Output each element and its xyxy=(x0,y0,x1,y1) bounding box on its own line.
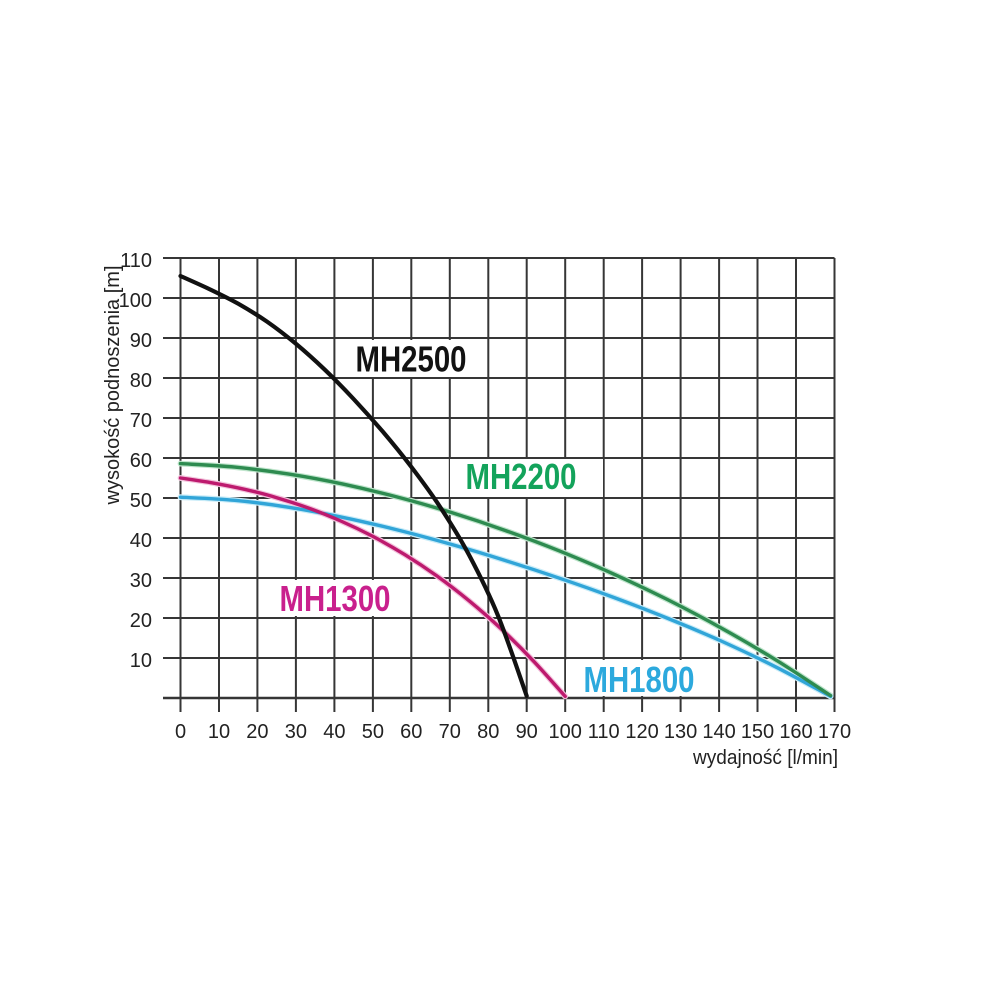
svg-text:60: 60 xyxy=(130,450,152,472)
svg-text:150: 150 xyxy=(741,721,774,743)
svg-text:MH1300: MH1300 xyxy=(280,578,391,619)
svg-text:110: 110 xyxy=(588,721,620,743)
svg-text:100: 100 xyxy=(119,290,152,312)
svg-text:140: 140 xyxy=(702,721,735,743)
svg-text:20: 20 xyxy=(130,610,152,632)
svg-text:MH2500: MH2500 xyxy=(356,339,467,380)
svg-text:100: 100 xyxy=(549,721,582,743)
svg-text:70: 70 xyxy=(130,410,152,432)
svg-text:80: 80 xyxy=(477,721,499,743)
svg-text:50: 50 xyxy=(130,490,152,512)
svg-text:40: 40 xyxy=(323,721,345,743)
svg-text:20: 20 xyxy=(246,721,268,743)
svg-text:80: 80 xyxy=(130,370,152,392)
svg-text:0: 0 xyxy=(175,721,186,743)
svg-text:130: 130 xyxy=(664,721,697,743)
svg-text:120: 120 xyxy=(625,721,658,743)
svg-text:MH2200: MH2200 xyxy=(466,456,577,497)
svg-text:10: 10 xyxy=(208,721,230,743)
svg-text:60: 60 xyxy=(400,721,422,743)
svg-text:wydajność [l/min]: wydajność [l/min] xyxy=(692,747,838,769)
svg-text:90: 90 xyxy=(516,721,538,743)
svg-text:30: 30 xyxy=(285,721,307,743)
svg-text:90: 90 xyxy=(130,330,152,352)
svg-text:wysokość podnoszenia [m]: wysokość podnoszenia [m] xyxy=(102,265,124,505)
svg-text:40: 40 xyxy=(130,530,152,552)
svg-text:110: 110 xyxy=(120,250,152,272)
svg-text:MH1800: MH1800 xyxy=(584,659,695,700)
svg-text:30: 30 xyxy=(130,570,152,592)
svg-text:170: 170 xyxy=(818,721,851,743)
svg-text:10: 10 xyxy=(130,650,152,672)
svg-text:160: 160 xyxy=(779,721,812,743)
svg-text:50: 50 xyxy=(362,721,384,743)
svg-text:70: 70 xyxy=(439,721,461,743)
